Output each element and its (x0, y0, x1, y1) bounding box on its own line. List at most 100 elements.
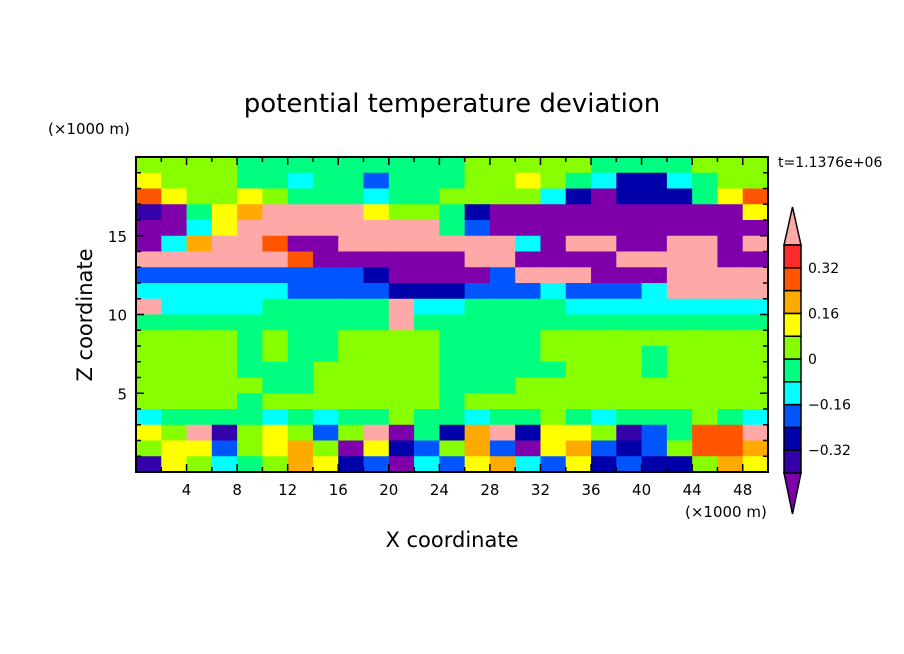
heatmap-cell (565, 393, 592, 410)
heatmap-cell (540, 298, 567, 315)
heatmap-cell (616, 251, 643, 268)
heatmap-cell (287, 267, 314, 284)
heatmap-cell (262, 267, 289, 284)
heatmap-cell (489, 440, 516, 457)
heatmap-cell (591, 361, 617, 378)
x-tick-label: 20 (379, 481, 398, 499)
heatmap-cell (591, 424, 617, 441)
heatmap-cell (211, 251, 238, 268)
heatmap-cell (666, 204, 693, 221)
heatmap-cell (262, 440, 289, 457)
heatmap-cell (363, 172, 390, 189)
heatmap-cell (439, 393, 466, 410)
heatmap-cell (338, 424, 365, 441)
heatmap-cell (439, 330, 466, 347)
axis-ticks (136, 157, 768, 472)
heatmap-cell (237, 172, 263, 189)
heatmap-cell (287, 424, 314, 441)
heatmap-cell (439, 314, 466, 331)
heatmap-cell (338, 346, 365, 363)
heatmap-cell (338, 361, 365, 378)
heatmap-cell (363, 220, 390, 237)
heatmap-cell (237, 314, 263, 331)
heatmap-cell (262, 235, 289, 252)
heatmap-cell (338, 188, 365, 205)
heatmap-cell (186, 393, 213, 410)
heatmap-cell (591, 456, 617, 473)
heatmap-cell (237, 157, 263, 174)
heatmap-cell (641, 377, 668, 394)
heatmap-cell (136, 361, 162, 378)
colorbar-box (783, 312, 802, 337)
heatmap-cell (540, 220, 567, 237)
heatmap-cell (489, 204, 516, 221)
heatmap-cell (692, 361, 718, 378)
colorbar-label: 0.32 (808, 261, 839, 277)
heatmap-cell (312, 188, 339, 205)
heatmap-cell (591, 377, 617, 394)
heatmap-cell (211, 456, 238, 473)
heatmap-cell (136, 440, 162, 457)
heatmap-cell (439, 346, 466, 363)
heatmap-cell (338, 235, 365, 252)
heatmap-cell (666, 172, 693, 189)
heatmap-cell (312, 235, 339, 252)
y-tick-labels: 5 10 15 (108, 228, 127, 404)
heatmap-cell (742, 157, 769, 174)
heatmap-cell (287, 346, 314, 363)
heatmap-cell (262, 456, 289, 473)
heatmap-cell (692, 298, 718, 315)
heatmap-cell (717, 251, 744, 268)
heatmap-cell (363, 157, 390, 174)
heatmap-cell (742, 188, 769, 205)
heatmap-cell (161, 298, 188, 315)
heatmap-cell (540, 314, 567, 331)
heatmap-cell (338, 157, 365, 174)
heatmap-cell (312, 330, 339, 347)
heatmap-cell (489, 172, 516, 189)
heatmap-cell (742, 346, 769, 363)
heatmap-cell (717, 267, 744, 284)
heatmap-cell (211, 235, 238, 252)
x-tick-label: 12 (278, 481, 297, 499)
heatmap-cell (388, 157, 415, 174)
heatmap-cell (540, 157, 567, 174)
heatmap-cell (262, 220, 289, 237)
heatmap-cell (666, 330, 693, 347)
heatmap-cell (414, 172, 440, 189)
heatmap-cell (489, 188, 516, 205)
heatmap-cell (616, 393, 643, 410)
heatmap-cell (641, 361, 668, 378)
heatmap-cell (136, 172, 162, 189)
heatmap-cell (363, 204, 390, 221)
heatmap-cell (136, 235, 162, 252)
heatmap-cell (338, 283, 365, 300)
heatmap-cell (616, 456, 643, 473)
heatmap-cell (666, 456, 693, 473)
heatmap-cell (717, 204, 744, 221)
heatmap-cell (161, 235, 188, 252)
heatmap-cell (262, 157, 289, 174)
heatmap-cells (136, 157, 769, 473)
heatmap-cell (186, 172, 213, 189)
heatmap-cell (616, 330, 643, 347)
heatmap-cell (338, 393, 365, 410)
heatmap-cell (489, 330, 516, 347)
heatmap-cell (186, 204, 213, 221)
heatmap-cell (312, 204, 339, 221)
heatmap-cell (136, 220, 162, 237)
heatmap-cell (591, 440, 617, 457)
heatmap-cell (717, 346, 744, 363)
heatmap-cell (414, 267, 440, 284)
heatmap-cell (186, 361, 213, 378)
colorbar-box (783, 403, 802, 429)
heatmap-cell (439, 377, 466, 394)
heatmap-cell (464, 235, 491, 252)
heatmap-cell (161, 157, 188, 174)
heatmap-cell (641, 424, 668, 441)
heatmap-cell (287, 456, 314, 473)
heatmap-cell (186, 235, 213, 252)
heatmap-cell (540, 424, 567, 441)
colorbar-box (783, 267, 802, 292)
heatmap-cell (540, 267, 567, 284)
